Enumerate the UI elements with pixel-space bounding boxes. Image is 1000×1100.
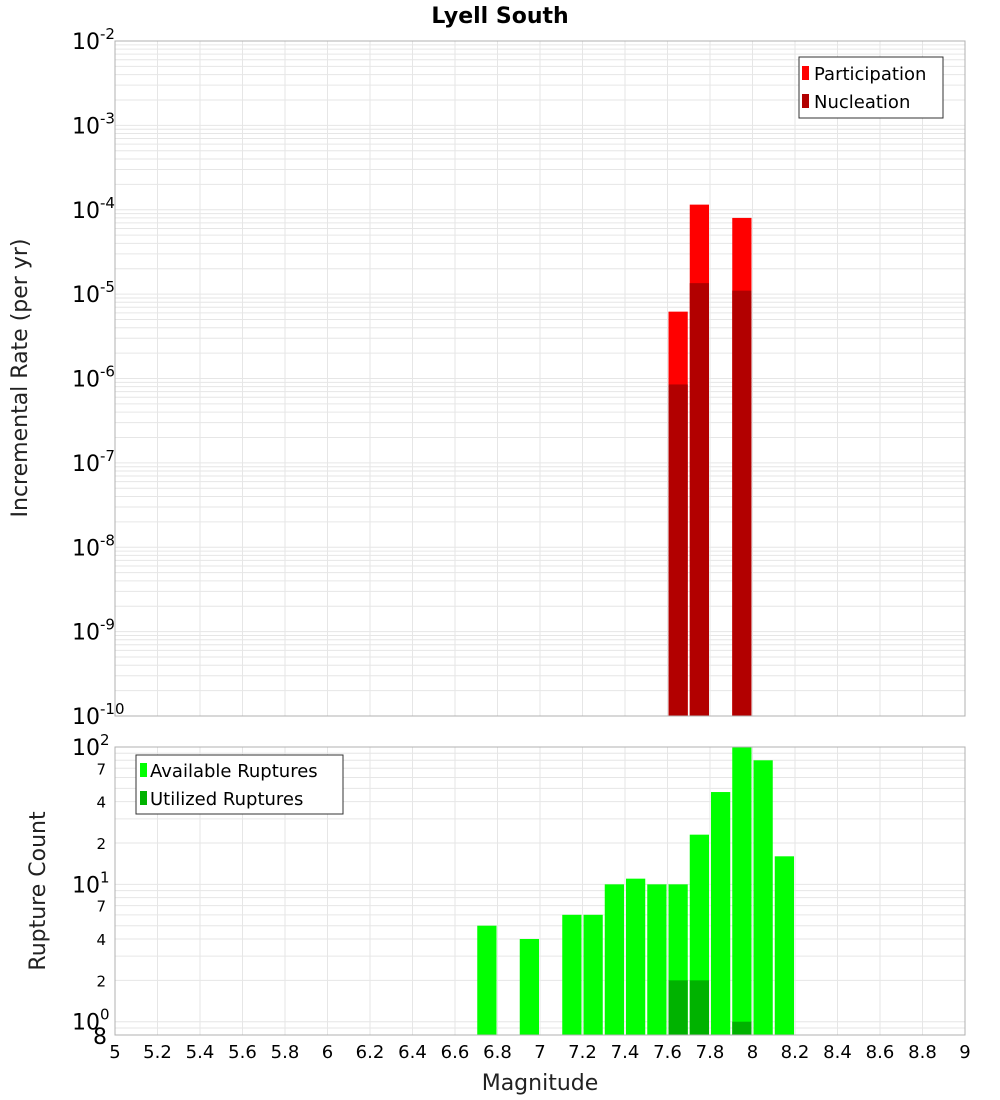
available-ruptures-bar [604,884,624,1035]
available-ruptures-bar [732,747,752,1035]
x-tick-label: 9 [959,1042,970,1063]
x-tick-label: 6.8 [483,1042,512,1063]
top-y-tick-label: 10-5 [72,278,115,308]
legend-label-utilized: Utilized Ruptures [150,789,303,810]
bottom-plot-grid [114,746,966,1036]
nucleation-bar [668,384,688,716]
legend-swatch-utilized [140,791,147,805]
x-axis-label: Magnitude [482,1071,599,1096]
top-y-tick-label: 10-6 [72,363,115,393]
available-ruptures-bar [477,925,497,1035]
bottom-y-bottom-label: 8 [93,1025,107,1050]
top-legend: Participation Nucleation [798,56,944,119]
legend-label-available: Available Ruptures [150,761,318,782]
available-ruptures-bar [562,914,582,1035]
x-tick-label: 8.8 [908,1042,937,1063]
legend-label-participation: Participation [814,64,926,85]
bottom-plot-frame [114,746,966,1036]
top-y-tick-label: 10-3 [72,109,115,139]
top-plot-bars [668,204,752,717]
x-tick-label: 6.2 [356,1042,385,1063]
x-tick-label: 5.4 [186,1042,215,1063]
top-y-tick-label: 10-8 [72,531,115,561]
bottom-legend: Available Ruptures Utilized Ruptures [135,754,344,815]
x-tick-label: 5.8 [271,1042,300,1063]
x-tick-label: 7.6 [653,1042,682,1063]
available-ruptures-bar [519,939,539,1035]
bottom-y-minor-label: 7 [96,898,106,916]
available-ruptures-bar [774,856,794,1035]
top-plot-grid [114,41,966,717]
legend-swatch-available [140,763,147,777]
nucleation-bar [689,283,709,716]
top-y-axis-label: Incremental Rate (per yr) [8,239,33,518]
chart-title: Lyell South [431,4,568,29]
bottom-y-minor-label: 2 [96,835,106,853]
top-y-tick-labels: 10-10 10-9 10-8 10-7 10-6 10-5 10-4 10-3 10-2 [72,25,125,730]
top-y-tick-label: 10-10 [72,700,125,730]
x-tick-label: 7.8 [696,1042,725,1063]
x-tick-label: 5.6 [228,1042,257,1063]
utilized-ruptures-bar [689,980,709,1035]
available-ruptures-bar [583,914,603,1035]
bottom-y-decade-label: 101 [72,868,110,898]
top-y-tick-label: 10-4 [72,194,115,224]
bottom-y-axis-label: Rupture Count [26,811,51,971]
legend-swatch-participation [802,66,809,80]
top-plot-frame [114,40,966,717]
x-tick-label: 8 [747,1042,758,1063]
bottom-legend-box [135,754,344,815]
top-y-tick-label: 10-2 [72,25,115,55]
bottom-plot-bars [477,747,794,1035]
top-y-tick-label: 10-7 [72,447,115,477]
nucleation-bar [732,290,752,716]
utilized-ruptures-bar [732,1021,752,1035]
x-tick-label: 7.2 [568,1042,597,1063]
x-tick-label: 8.2 [781,1042,810,1063]
available-ruptures-bar [711,792,731,1035]
x-tick-label: 5 [109,1042,120,1063]
legend-swatch-nucleation [802,94,809,108]
x-tick-label: 5.2 [143,1042,172,1063]
bottom-y-decade-label: 100 [72,1006,110,1036]
x-tick-label: 8.4 [823,1042,852,1063]
bottom-y-minor-label: 4 [96,794,106,812]
available-ruptures-bar [753,760,773,1035]
x-tick-label: 6 [322,1042,333,1063]
utilized-ruptures-bar [668,980,688,1035]
bottom-y-tick-labels: 100 101 102 2 4 7 2 4 7 8 [72,731,110,1050]
x-tick-label: 6.6 [441,1042,470,1063]
bottom-y-minor-label: 7 [96,760,106,778]
top-y-tick-label: 10-9 [72,616,115,646]
bottom-y-minor-label: 2 [96,972,106,990]
x-tick-label: 6.4 [398,1042,427,1063]
x-tick-label: 7.4 [611,1042,640,1063]
bottom-y-minor-label: 4 [96,931,106,949]
x-tick-label: 8.6 [866,1042,895,1063]
bottom-y-decade-label: 102 [72,731,110,761]
legend-label-nucleation: Nucleation [814,92,910,113]
x-tick-label: 7 [534,1042,545,1063]
available-ruptures-bar [647,884,667,1035]
top-legend-box [798,56,944,119]
available-ruptures-bar [626,878,646,1035]
x-tick-labels: 5 5.2 5.4 5.6 5.8 6 6.2 6.4 6.6 6.8 7 7.2 7.4 7.6 7.8 8… [109,1042,970,1063]
